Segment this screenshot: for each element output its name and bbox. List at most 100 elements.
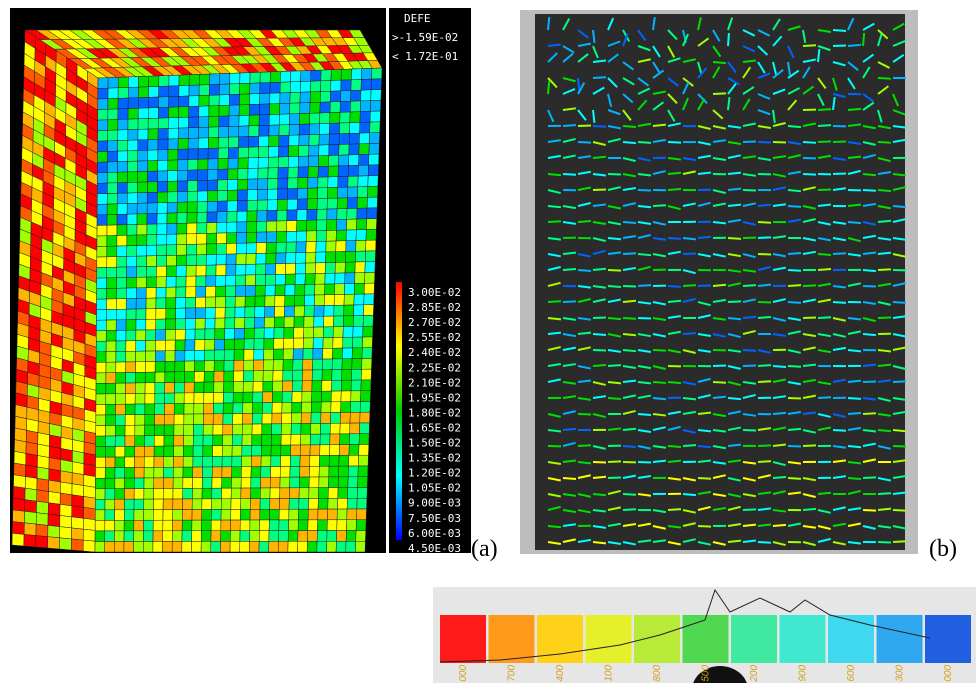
vector	[832, 378, 846, 383]
mesh-cell	[202, 456, 213, 468]
vector	[832, 29, 847, 32]
vector	[787, 522, 801, 527]
mesh-cell	[48, 491, 61, 505]
mesh-cell	[328, 465, 340, 478]
vector	[817, 124, 832, 127]
scale-box	[876, 615, 923, 663]
mesh-cell	[229, 541, 241, 553]
mesh-cell	[224, 328, 235, 340]
mesh-cell	[105, 361, 117, 374]
mesh-cell	[175, 276, 187, 288]
mesh-cell	[256, 210, 268, 222]
mesh-cell	[205, 275, 217, 287]
vector	[757, 125, 771, 130]
mesh-cell	[279, 498, 290, 510]
mesh-cell	[329, 444, 340, 456]
vector	[742, 155, 757, 159]
mesh-cell	[104, 530, 115, 542]
mesh-cell	[337, 176, 349, 188]
mesh-cell	[360, 100, 372, 112]
mesh-cell	[368, 143, 380, 155]
mesh-cell	[12, 486, 26, 500]
mesh-cell	[96, 193, 108, 205]
mesh-cell	[192, 488, 203, 500]
mesh-cell	[244, 317, 255, 329]
mesh-cell	[71, 527, 84, 541]
mesh-cell	[144, 393, 156, 405]
mesh-cell	[117, 97, 129, 110]
vector	[832, 187, 847, 191]
mesh-cell	[225, 274, 237, 287]
mesh-cell	[106, 224, 118, 237]
mesh-cell	[106, 288, 117, 300]
legend-label: 2.10E-02	[408, 376, 461, 389]
mesh-cell	[106, 214, 118, 226]
mesh-cell	[219, 83, 230, 96]
vector	[862, 509, 877, 512]
mesh-cell	[207, 158, 219, 170]
vector	[877, 141, 892, 144]
vector	[727, 154, 741, 159]
vector	[787, 154, 801, 159]
mesh-cell	[357, 476, 368, 488]
mesh-cell	[324, 272, 336, 285]
vector	[847, 141, 861, 145]
vector	[697, 525, 712, 528]
vector	[577, 186, 591, 191]
dark-spot	[693, 666, 747, 683]
mesh-cell	[283, 337, 294, 350]
vector	[607, 397, 622, 400]
mesh-cell	[314, 273, 326, 285]
mesh-cell	[123, 509, 135, 521]
vector	[817, 509, 831, 514]
mesh-cell	[274, 273, 286, 286]
mesh-cell	[174, 371, 185, 383]
mesh-cell	[105, 456, 116, 468]
caption-a: (a)	[471, 536, 498, 562]
vector	[877, 251, 892, 255]
mesh-cell	[304, 284, 316, 296]
mesh-cell	[248, 114, 260, 127]
vector	[817, 45, 831, 52]
vector	[562, 538, 576, 543]
vector	[592, 125, 607, 128]
vector	[592, 493, 607, 497]
mesh-cell	[185, 265, 197, 277]
mesh-cell	[349, 433, 360, 445]
vector	[757, 507, 772, 511]
mesh-cell	[213, 381, 224, 393]
mesh-cell	[273, 338, 285, 350]
mesh-cell	[287, 188, 298, 200]
vector	[607, 205, 621, 210]
mesh-cell	[207, 147, 219, 160]
vector	[622, 186, 636, 191]
mesh-cell	[97, 140, 108, 152]
vector	[802, 525, 817, 529]
mesh-cell	[258, 530, 270, 542]
vector	[652, 253, 666, 258]
mesh-cell	[275, 241, 287, 254]
vector	[862, 429, 877, 433]
vector	[697, 429, 712, 433]
mesh-cell	[137, 181, 148, 194]
mesh-cell	[290, 434, 302, 446]
vector	[562, 45, 575, 54]
mesh-cell	[239, 541, 250, 553]
mesh-cell	[117, 140, 129, 152]
mesh-cell	[138, 86, 149, 98]
mesh-cell	[294, 273, 306, 285]
vector	[862, 66, 871, 79]
vector	[712, 109, 724, 120]
vector	[562, 154, 576, 159]
vector	[667, 315, 682, 319]
vector	[667, 410, 681, 415]
vector	[577, 461, 592, 465]
vector	[892, 459, 907, 463]
vector	[697, 477, 712, 480]
mesh-cell	[251, 434, 262, 446]
vector	[637, 461, 652, 464]
mesh-cell	[242, 391, 254, 404]
mesh-cell	[205, 264, 217, 277]
mesh-cell	[309, 112, 321, 125]
mesh-cell	[359, 422, 370, 435]
